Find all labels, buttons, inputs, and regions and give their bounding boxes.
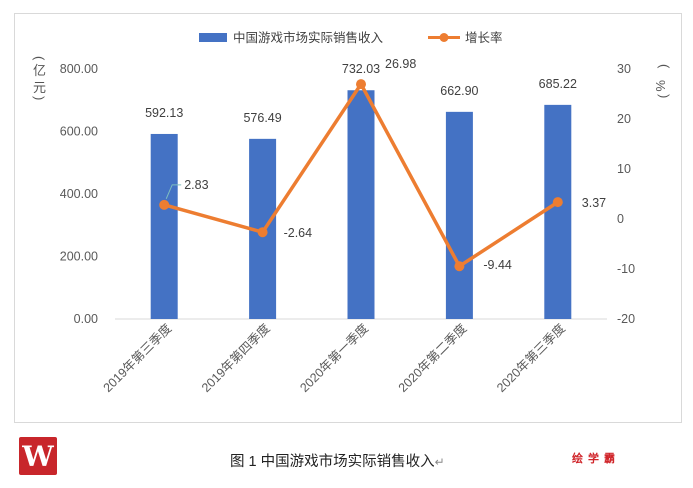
left-axis-unit-char: 元 <box>33 80 46 95</box>
growth-rate-point <box>257 227 268 238</box>
left-axis-tick: 0.00 <box>74 312 98 326</box>
left-axis-paren-open: ( <box>32 56 47 61</box>
bar <box>544 104 572 320</box>
figure-caption: 图 1 中国游戏市场实际销售收入↵ <box>230 450 445 471</box>
bar-value-label: 576.49 <box>243 111 281 125</box>
bar <box>347 90 375 319</box>
right-axis-tick: 20 <box>617 112 631 126</box>
logo: W <box>19 437 57 475</box>
combo-chart: 中国游戏市场实际销售收入 增长率 ( 亿元) (%) 0.00 200.00 400.00 60… <box>32 30 672 395</box>
caption-text: 图 1 中国游戏市场实际销售收入 <box>230 454 435 470</box>
legend-line-label: 增长率 <box>465 30 503 45</box>
caption-return-mark: ↵ <box>434 455 445 469</box>
line-value-label: -2.64 <box>284 226 313 240</box>
right-axis-tick: -10 <box>617 262 635 276</box>
right-axis-tick: 10 <box>617 162 631 176</box>
bar-value-label: 685.22 <box>539 77 577 91</box>
bar-value-label: 592.13 <box>145 106 183 120</box>
right-axis-tick: 0 <box>617 212 624 226</box>
brand-watermark: 绘学霸 <box>572 452 620 465</box>
growth-rate-point <box>454 261 465 272</box>
line-value-label: -9.44 <box>483 258 512 272</box>
growth-rate-point <box>159 199 170 210</box>
growth-rate-point <box>552 197 563 208</box>
right-axis-tick: 30 <box>617 62 631 76</box>
left-axis-tick: 800.00 <box>60 62 98 76</box>
right-axis-tick: -20 <box>617 312 635 326</box>
left-axis-unit-char: 亿 <box>33 63 46 78</box>
line-value-label: 3.37 <box>582 196 606 210</box>
line-label-leader <box>165 184 182 200</box>
line-value-label: 26.98 <box>385 57 416 71</box>
legend-line-marker <box>439 33 449 42</box>
left-axis-tick: 200.00 <box>60 250 98 264</box>
logo-letter: W <box>22 440 54 473</box>
line-value-label: 2.83 <box>184 178 208 192</box>
growth-rate-point <box>356 79 366 90</box>
right-axis-unit: % <box>653 80 668 92</box>
bar-value-label: 662.90 <box>440 84 478 98</box>
bar-value-label: 732.03 <box>342 62 380 76</box>
category-label: 2020年第二季度 <box>395 320 470 395</box>
right-axis-paren-close: ) <box>657 94 672 98</box>
left-axis-tick: 400.00 <box>60 187 98 201</box>
category-label: 2019年第四季度 <box>198 320 273 395</box>
left-axis-tick: 600.00 <box>60 125 98 139</box>
category-label: 2019年第三季度 <box>100 320 175 395</box>
left-axis-paren-close: ) <box>32 96 47 100</box>
legend-bar-label: 中国游戏市场实际销售收入 <box>233 30 384 45</box>
category-label: 2020年第一季度 <box>297 320 372 395</box>
category-label: 2020年第三季度 <box>493 320 568 395</box>
bar <box>150 133 178 319</box>
bar <box>445 111 473 319</box>
right-axis-paren-open: ( <box>657 64 672 69</box>
legend-bar-swatch <box>199 33 227 42</box>
